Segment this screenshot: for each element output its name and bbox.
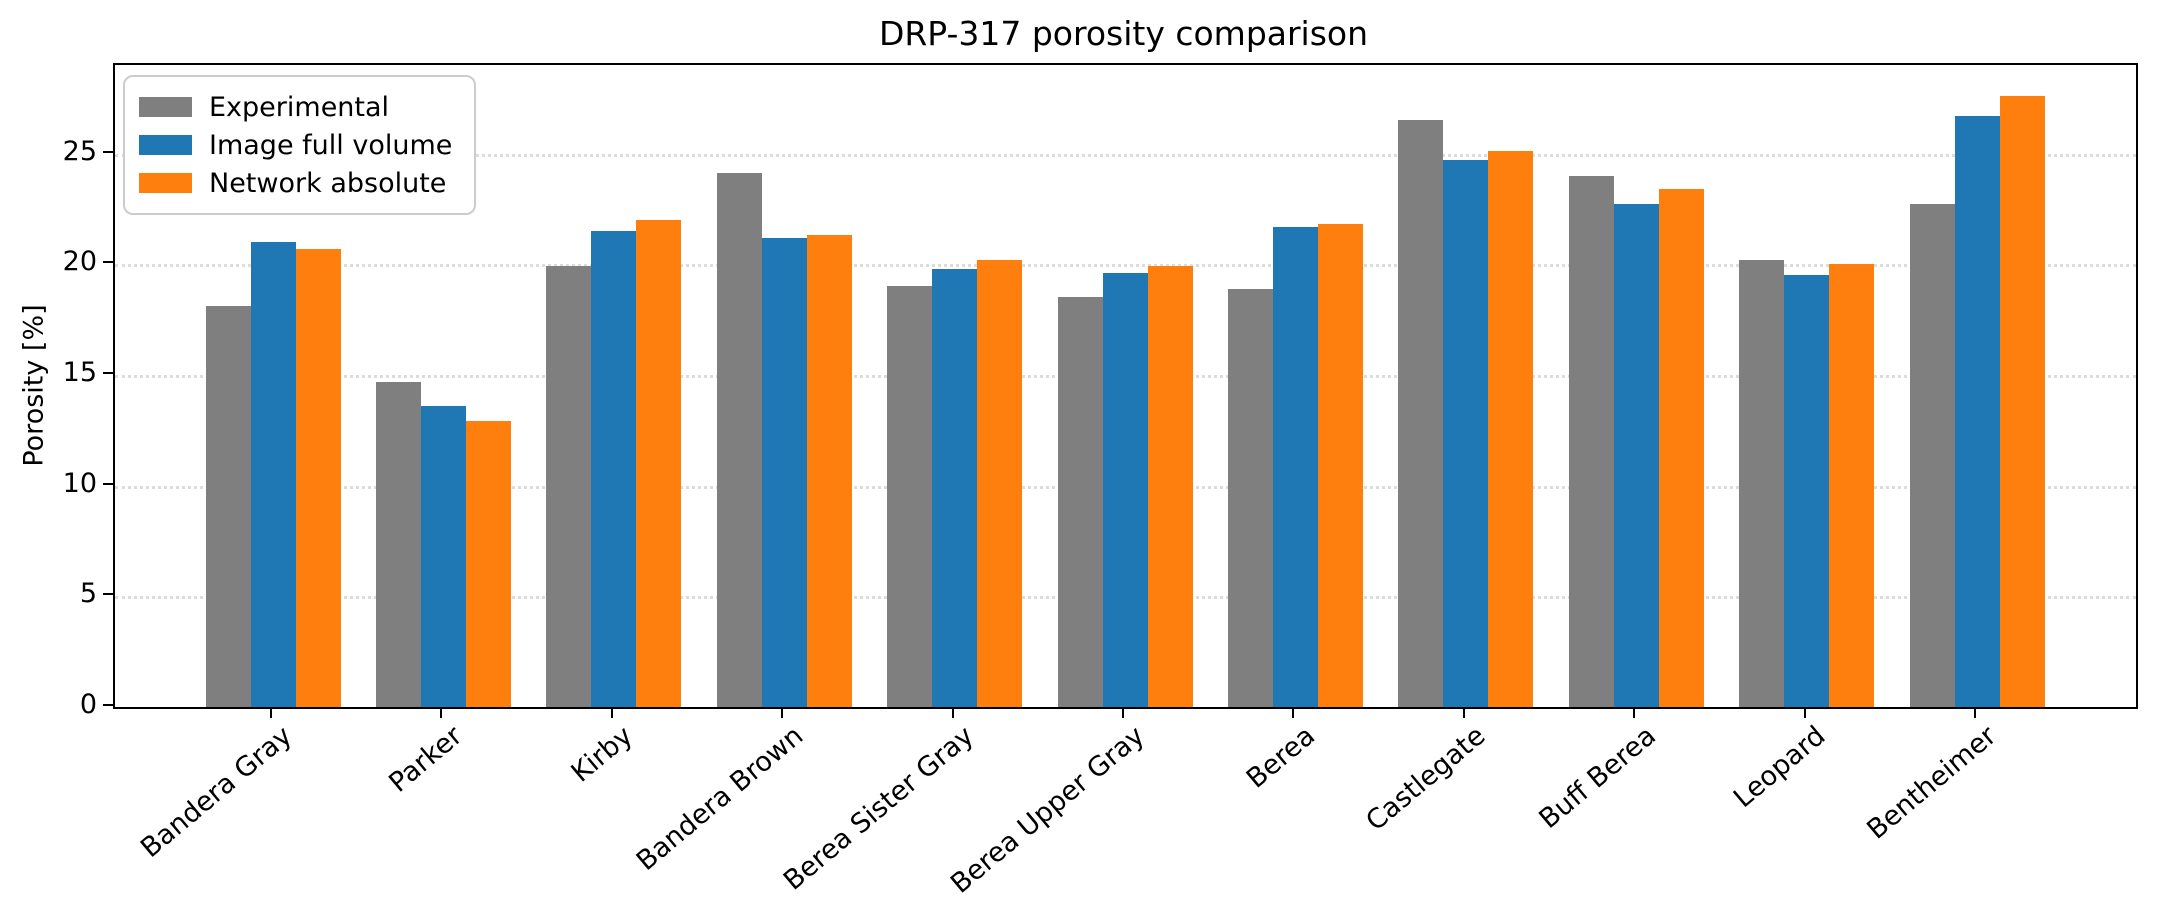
bar-leopard-image-full-volume (1784, 275, 1830, 707)
y-tick-label-25: 25 (62, 135, 97, 167)
bar-berea-network-absolute (1317, 224, 1363, 707)
x-tick-mark (1462, 707, 1465, 718)
bar-bandera-gray-image-full-volume (250, 242, 296, 707)
bar-castlegate-experimental (1398, 120, 1444, 707)
x-tick-label-kirby: Kirby (565, 720, 640, 789)
x-tick-mark (270, 707, 272, 718)
x-tick-mark (951, 707, 954, 718)
bar-berea-sister-gray-network-absolute (977, 259, 1023, 707)
x-tick-label-parker: Parker (383, 720, 469, 799)
bar-berea-sister-gray-image-full-volume (932, 268, 978, 707)
legend-swatch-image-full-volume (139, 135, 192, 155)
y-tick-mark (103, 593, 113, 596)
y-tick-label-10: 10 (62, 467, 97, 499)
legend-swatch-experimental (139, 97, 192, 117)
bar-leopard-network-absolute (1829, 264, 1875, 707)
x-tick-label-bentheimer: Bentheimer (1861, 720, 2003, 846)
bar-bandera-brown-image-full-volume (761, 237, 807, 707)
bar-kirby-experimental (546, 266, 592, 707)
bar-parker-image-full-volume (420, 405, 466, 707)
y-tick-label-5: 5 (79, 578, 97, 610)
bar-berea-upper-gray-experimental (1057, 297, 1103, 707)
y-tick-mark (103, 150, 113, 153)
y-tick-label-15: 15 (62, 356, 97, 388)
y-tick-label-0: 0 (79, 689, 97, 720)
bar-buff-berea-experimental (1568, 175, 1614, 707)
y-tick-mark (103, 261, 113, 264)
x-tick-mark (1803, 707, 1806, 718)
x-tick-label-buff-berea: Buff Berea (1533, 720, 1662, 836)
bar-berea-image-full-volume (1272, 226, 1318, 707)
legend: Experimental Image full volume Network abs… (123, 75, 477, 215)
x-tick-mark (1974, 707, 1976, 718)
bar-bentheimer-network-absolute (1999, 96, 2045, 707)
chart-title: DRP-317 porosity comparison (878, 14, 1369, 53)
legend-label: Network absolute (209, 167, 447, 199)
plot-area (113, 63, 2138, 709)
x-tick-mark (440, 707, 443, 718)
x-tick-mark (1633, 707, 1636, 718)
bar-berea-sister-gray-experimental (887, 286, 933, 707)
legend-item-network-absolute: Network absolute (139, 164, 452, 202)
x-tick-label-castlegate: Castlegate (1360, 720, 1492, 838)
x-tick-label-bandera-brown: Bandera Brown (631, 720, 810, 877)
bar-castlegate-image-full-volume (1443, 160, 1489, 707)
bar-bandera-brown-experimental (716, 173, 762, 707)
legend-item-image-full-volume: Image full volume (139, 126, 452, 164)
bar-leopard-experimental (1739, 259, 1785, 707)
bar-kirby-network-absolute (636, 219, 682, 707)
bar-berea-experimental (1227, 288, 1273, 707)
x-tick-mark (1122, 707, 1124, 718)
gridline-y20 (115, 264, 2136, 268)
x-tick-label-berea: Berea (1240, 720, 1321, 795)
bar-kirby-image-full-volume (591, 231, 637, 707)
y-tick-label-20: 20 (62, 246, 97, 278)
x-tick-mark (610, 707, 613, 718)
bar-berea-upper-gray-image-full-volume (1102, 273, 1148, 707)
x-tick-mark (1292, 707, 1295, 718)
gridline-y25 (115, 153, 2136, 157)
x-tick-label-leopard: Leopard (1728, 720, 1832, 815)
bar-bandera-brown-network-absolute (806, 235, 852, 707)
bar-bandera-gray-network-absolute (295, 248, 341, 707)
legend-item-experimental: Experimental (139, 88, 452, 126)
bar-parker-network-absolute (465, 421, 511, 707)
bar-buff-berea-network-absolute (1658, 188, 1704, 707)
bar-berea-upper-gray-network-absolute (1147, 266, 1193, 707)
x-tick-label-berea-upper-gray: Berea Upper Gray (944, 720, 1151, 900)
bar-buff-berea-image-full-volume (1613, 204, 1659, 707)
legend-label: Experimental (209, 91, 390, 123)
y-tick-mark (103, 704, 113, 706)
x-tick-mark (781, 707, 784, 718)
bar-bentheimer-experimental (1909, 204, 1955, 707)
bar-castlegate-network-absolute (1488, 151, 1534, 707)
bar-bandera-gray-experimental (205, 306, 251, 707)
y-tick-mark (103, 371, 113, 374)
legend-label: Image full volume (209, 129, 453, 161)
x-tick-label-bandera-gray: Bandera Gray (135, 720, 299, 865)
bar-bentheimer-image-full-volume (1954, 115, 2000, 707)
bar-parker-experimental (375, 381, 421, 707)
y-tick-mark (103, 482, 113, 485)
legend-swatch-network-absolute (139, 173, 192, 193)
